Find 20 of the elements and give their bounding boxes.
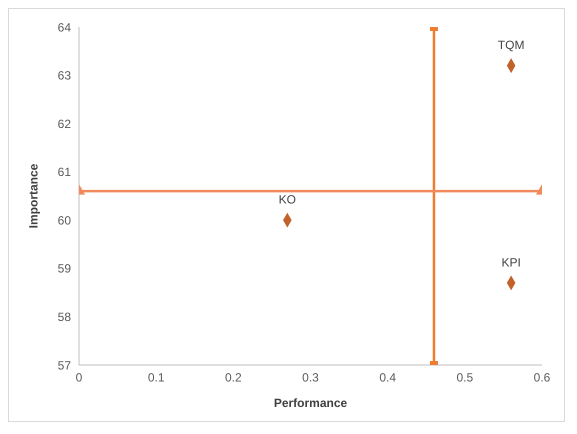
x-tick-label: 0.1 [148,370,165,385]
x-tick-label: 0.3 [302,370,320,385]
y-tick-label: 64 [58,20,72,34]
y-tick-label: 61 [58,165,72,180]
series-label: KO [278,192,296,207]
y-tick-label: 59 [58,262,72,276]
x-tick-label: 0.2 [224,370,242,385]
y-tick-label: 58 [58,310,72,324]
series-label: KPI [501,255,521,270]
y-tick-label: 60 [58,213,72,228]
series-label: TQM [498,38,524,52]
x-tick-label: 0.6 [534,370,551,385]
y-axis-title: Importance [26,163,40,228]
y-tick-label: 57 [58,358,72,372]
x-tick-label: 0.5 [456,370,474,385]
y-tick-label: 63 [58,68,72,83]
x-axis-title: Performance [274,396,348,410]
x-tick-label: 0 [76,370,83,385]
y-tick-label: 62 [58,116,72,131]
x-tick-label: 0.4 [379,370,396,385]
